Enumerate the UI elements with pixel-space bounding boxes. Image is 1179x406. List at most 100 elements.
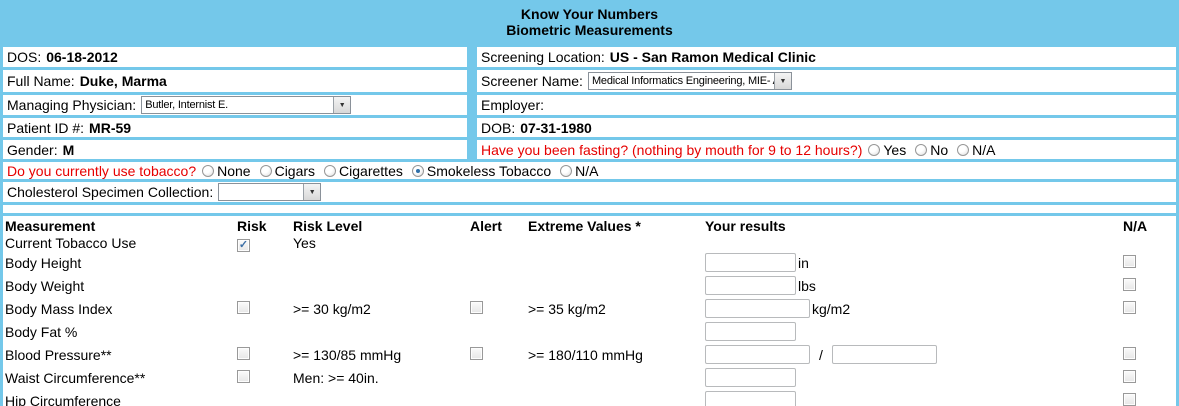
risk-level: Yes — [293, 235, 316, 251]
result-input-secondary[interactable] — [831, 345, 937, 364]
risk-checkbox[interactable] — [237, 346, 250, 360]
risk-cell: ✓ — [237, 235, 293, 252]
na-cell — [1123, 392, 1176, 406]
radio-n-a[interactable] — [560, 164, 573, 177]
na-checkbox[interactable] — [1123, 300, 1136, 314]
alert-checkbox[interactable] — [470, 346, 483, 360]
risk-level: >= 30 kg/m2 — [293, 300, 371, 317]
measurement-row-blood-pressure: Blood Pressure** >= 130/85 mmHg >= 180/110… — [5, 343, 1176, 366]
radio-yes[interactable] — [868, 143, 881, 156]
result-input[interactable] — [705, 299, 810, 318]
radio-option-cigarettes: Cigarettes — [324, 163, 403, 179]
measurements-section: Measurement Risk Risk Level Alert Extrem… — [3, 216, 1176, 406]
risk-checkbox[interactable]: ✓ — [237, 238, 250, 252]
measurement-name: Body Height — [5, 254, 82, 271]
radio-option-n-a: N/A — [560, 163, 598, 179]
results-cell: in — [705, 253, 1123, 272]
measurement-row-body-height: Body Height in — [5, 251, 1176, 274]
risk-level: >= 130/85 mmHg — [293, 346, 402, 363]
na-cell — [1123, 346, 1176, 363]
patient-id-cell: Patient ID #: MR-59 — [3, 118, 467, 137]
na-checkbox[interactable] — [1123, 369, 1136, 383]
header-extreme-values: Extreme Values * — [528, 218, 641, 234]
na-checkbox[interactable] — [1123, 254, 1136, 268]
result-input[interactable] — [705, 276, 796, 295]
gender-value: M — [62, 141, 75, 158]
risk-checkbox[interactable] — [237, 300, 250, 314]
radio-smokeless-tobacco[interactable] — [411, 164, 424, 177]
na-cell — [1123, 369, 1176, 386]
na-checkbox[interactable] — [1123, 346, 1136, 360]
radio-label: Smokeless Tobacco — [426, 162, 552, 179]
results-cell: kg/m2 — [705, 299, 1123, 318]
radio-option-none: None — [202, 162, 251, 179]
measurement-row-body-fat: Body Fat % — [5, 320, 1176, 343]
alert-cell — [470, 346, 528, 363]
screener-name-label: Screener Name: — [481, 73, 583, 89]
radio-label: Cigars — [274, 162, 316, 179]
result-input[interactable] — [705, 322, 796, 341]
na-checkbox[interactable] — [1123, 392, 1136, 406]
alert-checkbox[interactable] — [470, 300, 483, 314]
unit-label: lbs — [798, 277, 816, 294]
tobacco-radio-group: None Cigars Cigarettes Smokeless Tobacco N/A — [202, 163, 598, 179]
radio-label: Yes — [883, 141, 907, 158]
dob-label: DOB: — [481, 119, 516, 136]
result-input[interactable] — [705, 391, 796, 406]
header-na: N/A — [1123, 218, 1148, 234]
measurement-name: Hip Circumference — [5, 392, 121, 406]
screening-location-label: Screening Location: — [481, 49, 605, 65]
header-measurement: Measurement — [5, 218, 96, 234]
na-cell — [1123, 254, 1176, 271]
radio-label: N/A — [972, 141, 996, 158]
cholesterol-select[interactable]: ▼ — [218, 183, 322, 201]
header-risk-level: Risk Level — [293, 218, 363, 234]
measurement-name: Blood Pressure** — [5, 346, 112, 363]
radio-option-no: No — [915, 142, 948, 158]
dropdown-arrow-icon[interactable]: ▼ — [303, 184, 321, 200]
screening-location-value: US - San Ramon Medical Clinic — [609, 49, 816, 65]
fasting-radio-group: Yes No N/A — [868, 142, 995, 158]
form-title-line1: Know Your Numbers — [520, 6, 659, 22]
results-cell — [705, 391, 1123, 406]
managing-physician-select[interactable]: Butler, Internist E. ▼ — [141, 96, 352, 114]
radio-label: None — [217, 162, 251, 179]
fasting-question: Have you been fasting? (nothing by mouth… — [481, 141, 863, 158]
measurement-name: Body Weight — [5, 277, 85, 294]
tobacco-question: Do you currently use tobacco? — [7, 162, 197, 179]
result-input[interactable] — [705, 368, 796, 387]
dos-label: DOS: — [7, 49, 42, 65]
measurement-row-body-mass-index: Body Mass Index >= 30 kg/m2 >= 35 kg/m2 kg/… — [5, 297, 1176, 320]
result-input[interactable] — [705, 345, 810, 364]
full-name-value: Duke, Marma — [79, 73, 167, 89]
full-name-label: Full Name: — [7, 73, 75, 89]
dropdown-arrow-icon[interactable]: ▼ — [333, 97, 351, 113]
dropdown-arrow-icon[interactable]: ▼ — [773, 73, 791, 89]
risk-level: Men: >= 40in. — [293, 369, 379, 386]
radio-cigarettes[interactable] — [324, 164, 337, 177]
bp-separator: / — [819, 346, 823, 363]
measurement-name: Waist Circumference** — [5, 369, 146, 386]
dos-value: 06-18-2012 — [46, 49, 118, 65]
radio-no[interactable] — [915, 143, 928, 156]
measurement-row-body-weight: Body Weight lbs — [5, 274, 1176, 297]
measurement-row-waist-circumference: Waist Circumference** Men: >= 40in. — [5, 366, 1176, 389]
dos-cell: DOS: 06-18-2012 — [3, 47, 467, 67]
radio-option-n-a: N/A — [957, 142, 995, 158]
radio-none[interactable] — [202, 164, 215, 177]
na-checkbox[interactable] — [1123, 277, 1136, 291]
result-input[interactable] — [705, 253, 796, 272]
risk-checkbox[interactable] — [237, 369, 250, 383]
measurement-rows: Current Tobacco Use ✓ Yes Body Height in Body… — [5, 235, 1176, 406]
header-your-results: Your results — [705, 218, 786, 234]
screener-name-select[interactable]: Medical Informatics Engineering, MIE- Al… — [587, 72, 792, 90]
managing-physician-select-value: Butler, Internist E. — [145, 99, 229, 111]
measurement-row-hip-circumference: Hip Circumference — [5, 389, 1176, 406]
patient-id-label: Patient ID #: — [7, 119, 85, 136]
tobacco-cell: Do you currently use tobacco? None Cigars… — [3, 162, 1176, 179]
measurement-row-current-tobacco-use: Current Tobacco Use ✓ Yes — [5, 235, 1176, 252]
results-cell: lbs — [705, 276, 1123, 295]
radio-n-a[interactable] — [957, 143, 970, 156]
radio-cigars[interactable] — [259, 164, 272, 177]
